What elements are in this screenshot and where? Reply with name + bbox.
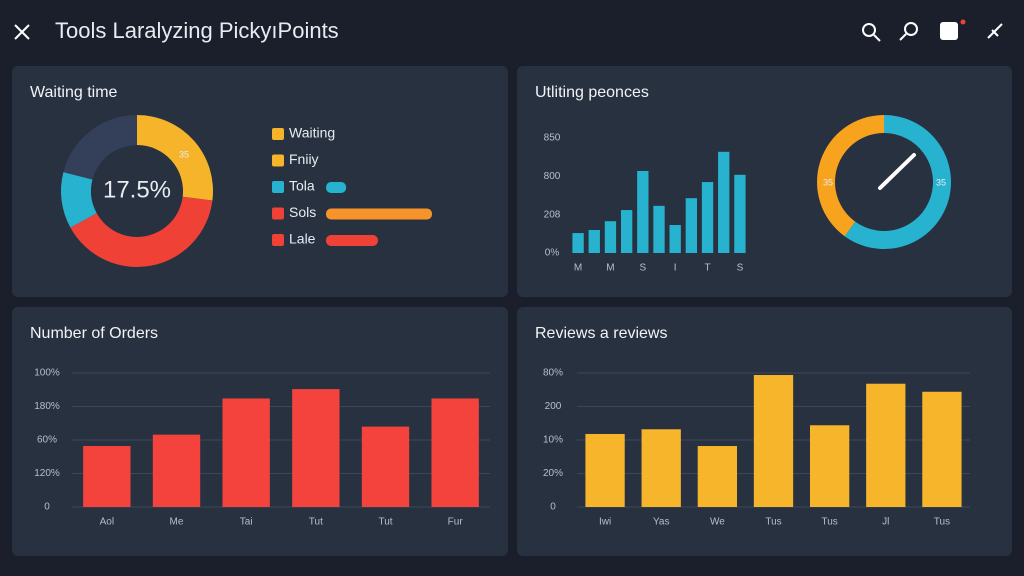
bar bbox=[222, 398, 270, 507]
bar bbox=[431, 398, 479, 507]
x-tick-label: Iwi bbox=[599, 517, 611, 528]
bar bbox=[83, 446, 131, 507]
app-title: Tools Laralyzing PickyıPoints bbox=[55, 18, 339, 43]
legend-bar bbox=[326, 182, 347, 193]
panel-title: Number of Orders bbox=[30, 325, 158, 342]
bar bbox=[922, 391, 962, 507]
x-tick-label: Tus bbox=[934, 517, 950, 528]
y-tick-label: 180% bbox=[34, 401, 60, 412]
legend-label: Sols bbox=[289, 204, 316, 220]
bar bbox=[604, 221, 617, 253]
bar bbox=[669, 225, 681, 253]
ring-segment bbox=[61, 172, 97, 228]
y-tick-label: 20% bbox=[543, 468, 563, 479]
bar bbox=[361, 426, 410, 507]
bar bbox=[697, 446, 738, 507]
y-tick-label: 208 bbox=[544, 209, 561, 220]
bar bbox=[292, 389, 340, 507]
x-tick-label: Yas bbox=[653, 517, 670, 528]
bar bbox=[588, 230, 600, 253]
legend-label: Tola bbox=[289, 178, 315, 194]
y-tick-label: 60% bbox=[37, 435, 57, 446]
bar bbox=[653, 205, 665, 253]
gauge-label: 35 bbox=[936, 177, 946, 187]
legend-label: Lale bbox=[289, 231, 316, 247]
settings-icon[interactable] bbox=[987, 23, 1003, 39]
bar bbox=[866, 383, 906, 507]
x-tick-label: I bbox=[674, 263, 677, 274]
x-tick-label: S bbox=[737, 263, 744, 274]
y-tick-label: 0 bbox=[44, 502, 50, 513]
panel-title: Utliting peonces bbox=[535, 84, 649, 101]
ring-segment bbox=[137, 115, 213, 201]
x-tick-label: Aol bbox=[100, 517, 114, 528]
x-tick-label: Tus bbox=[821, 517, 837, 528]
y-tick-label: 200 bbox=[545, 401, 562, 412]
x-tick-label: Me bbox=[170, 517, 184, 528]
notification-icon[interactable] bbox=[940, 19, 966, 41]
panel-title: Waiting time bbox=[30, 84, 118, 101]
bar bbox=[701, 182, 714, 253]
search-icon[interactable] bbox=[862, 23, 881, 42]
y-tick-label: 0 bbox=[550, 502, 556, 513]
gauge-label: 35 bbox=[823, 177, 833, 187]
x-tick-label: Tus bbox=[765, 517, 781, 528]
legend-label: Waiting bbox=[289, 125, 335, 141]
x-tick-label: We bbox=[710, 517, 725, 528]
bar bbox=[734, 174, 746, 253]
ring-segment bbox=[70, 196, 213, 267]
y-tick-label: 800 bbox=[544, 171, 561, 182]
bar bbox=[809, 425, 850, 507]
close-button[interactable] bbox=[14, 24, 30, 40]
x-tick-label: T bbox=[704, 263, 710, 274]
legend-swatch bbox=[272, 154, 284, 167]
bar bbox=[685, 198, 698, 253]
bar bbox=[641, 429, 681, 507]
x-tick-label: Tut bbox=[378, 517, 392, 528]
panel-title: Reviews a reviews bbox=[535, 325, 667, 342]
ring-segment bbox=[63, 115, 137, 180]
y-tick-label: 80% bbox=[543, 368, 563, 379]
y-tick-label: 100% bbox=[34, 368, 60, 379]
legend-swatch bbox=[272, 207, 284, 220]
legend-swatch bbox=[272, 181, 284, 193]
ring-segment bbox=[817, 115, 884, 237]
x-tick-label: S bbox=[639, 263, 646, 274]
segment-label: 35 bbox=[179, 149, 189, 159]
x-tick-label: Jl bbox=[882, 517, 889, 528]
bar bbox=[753, 375, 794, 507]
y-tick-label: 120% bbox=[34, 468, 60, 479]
donut-center-label: 17.5% bbox=[103, 176, 171, 203]
x-tick-label: Tai bbox=[240, 517, 253, 528]
bar bbox=[637, 170, 649, 253]
legend-bar bbox=[326, 208, 432, 220]
legend-swatch bbox=[272, 234, 284, 246]
x-tick-label: Tut bbox=[309, 517, 323, 528]
x-tick-label: M bbox=[606, 263, 614, 274]
y-tick-label: 850 bbox=[544, 133, 561, 144]
bar bbox=[572, 233, 584, 253]
bar bbox=[718, 151, 730, 253]
legend-swatch bbox=[272, 128, 284, 140]
bar bbox=[152, 434, 201, 507]
ring-segment bbox=[844, 115, 951, 249]
bar bbox=[585, 433, 625, 507]
x-tick-label: M bbox=[574, 263, 582, 274]
gauge-needle bbox=[878, 153, 916, 190]
y-tick-label: 10% bbox=[543, 435, 563, 446]
bar bbox=[620, 210, 633, 253]
x-tick-label: Fur bbox=[448, 517, 464, 528]
legend-bar bbox=[326, 235, 378, 246]
zoom-icon[interactable] bbox=[899, 22, 918, 41]
legend-label: Fniiy bbox=[289, 151, 319, 167]
y-tick-label: 0% bbox=[545, 248, 560, 259]
